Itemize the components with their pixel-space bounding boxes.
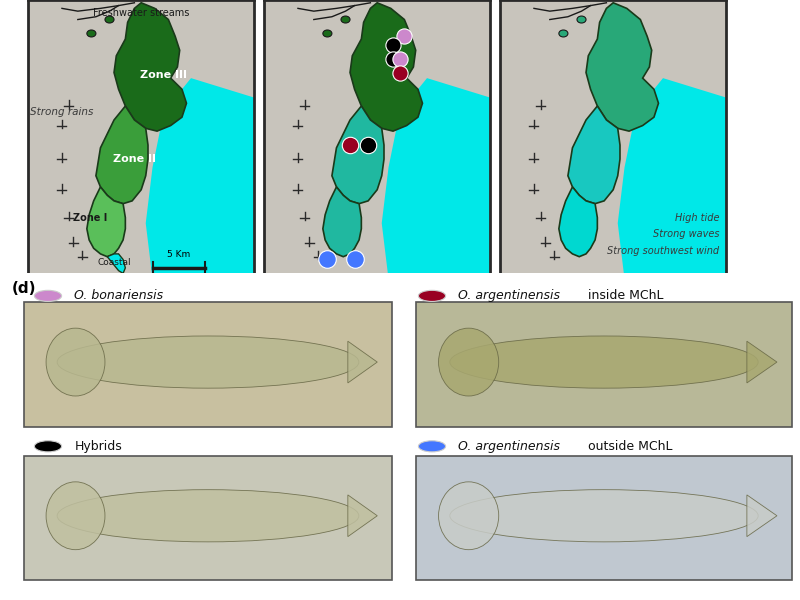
- Text: inside MChL: inside MChL: [580, 289, 663, 302]
- Ellipse shape: [105, 16, 114, 23]
- Polygon shape: [323, 187, 362, 257]
- Text: O. bonariensis: O. bonariensis: [74, 289, 163, 302]
- Ellipse shape: [577, 16, 586, 23]
- Ellipse shape: [57, 490, 359, 542]
- Ellipse shape: [87, 30, 96, 37]
- Ellipse shape: [438, 482, 498, 550]
- Polygon shape: [618, 78, 726, 279]
- FancyBboxPatch shape: [24, 302, 392, 427]
- Point: [348, 254, 361, 264]
- Polygon shape: [87, 187, 126, 257]
- Ellipse shape: [46, 482, 105, 550]
- Polygon shape: [568, 106, 620, 203]
- Text: Coastal: Coastal: [98, 258, 131, 267]
- Text: Zone I: Zone I: [74, 212, 107, 223]
- Point: [386, 54, 399, 64]
- Text: 5 Km: 5 Km: [167, 250, 190, 259]
- Ellipse shape: [450, 490, 758, 542]
- Text: outside MChL: outside MChL: [580, 440, 673, 453]
- Text: Freshwater streams: Freshwater streams: [93, 8, 190, 19]
- Circle shape: [418, 290, 446, 301]
- Point: [394, 68, 406, 77]
- FancyBboxPatch shape: [416, 456, 792, 580]
- Polygon shape: [350, 3, 422, 131]
- Polygon shape: [747, 495, 777, 536]
- Polygon shape: [382, 78, 490, 279]
- Point: [362, 140, 374, 150]
- Text: Hybrids: Hybrids: [74, 440, 122, 453]
- Ellipse shape: [559, 30, 568, 37]
- Text: Strong waves: Strong waves: [653, 229, 720, 239]
- Circle shape: [418, 441, 446, 452]
- FancyBboxPatch shape: [416, 302, 792, 427]
- Point: [344, 140, 357, 150]
- Ellipse shape: [46, 328, 105, 396]
- Polygon shape: [332, 106, 384, 203]
- Polygon shape: [146, 78, 254, 279]
- Polygon shape: [348, 341, 378, 383]
- Text: Strong rains: Strong rains: [30, 107, 94, 116]
- Ellipse shape: [438, 328, 498, 396]
- Text: O. argentinensis: O. argentinensis: [458, 440, 561, 453]
- Polygon shape: [586, 3, 658, 131]
- Polygon shape: [747, 341, 777, 383]
- Ellipse shape: [450, 336, 758, 388]
- Text: Zone II: Zone II: [113, 154, 156, 164]
- Point: [394, 54, 406, 64]
- Point: [386, 40, 399, 49]
- FancyBboxPatch shape: [24, 456, 392, 580]
- Polygon shape: [114, 3, 186, 131]
- Polygon shape: [559, 187, 598, 257]
- Polygon shape: [96, 106, 148, 203]
- Point: [398, 31, 410, 41]
- Circle shape: [34, 441, 62, 452]
- Text: Strong southwest wind: Strong southwest wind: [607, 246, 720, 256]
- Polygon shape: [348, 495, 378, 536]
- Polygon shape: [107, 254, 126, 274]
- Circle shape: [34, 290, 62, 301]
- Ellipse shape: [323, 30, 332, 37]
- Text: High tide: High tide: [675, 212, 720, 223]
- Ellipse shape: [341, 16, 350, 23]
- Text: (d): (d): [12, 281, 37, 296]
- Text: O. argentinensis: O. argentinensis: [458, 289, 561, 302]
- Ellipse shape: [57, 336, 359, 388]
- Point: [321, 254, 334, 264]
- Text: Zone III: Zone III: [140, 70, 187, 80]
